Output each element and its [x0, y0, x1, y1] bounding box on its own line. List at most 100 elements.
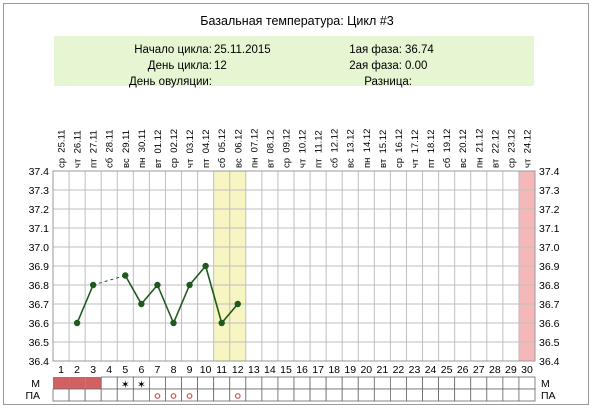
pa-cell: [518, 388, 536, 402]
m-cell: [470, 376, 488, 390]
series-segment: [93, 275, 126, 286]
data-point: [73, 319, 81, 327]
x-tick-label: 8: [171, 364, 177, 376]
date-label: сб 12.12: [330, 129, 341, 168]
y-tick-label-left: 36.9: [29, 261, 50, 273]
pa-cell: [148, 388, 166, 402]
date-label: чт 17.12: [410, 130, 421, 168]
data-point: [186, 281, 193, 289]
m-cell: [438, 376, 456, 390]
star-marker: ✶: [137, 379, 146, 391]
phase1-value: 36.74: [405, 44, 434, 56]
series-segment: [124, 275, 143, 305]
x-tick-label: 13: [248, 364, 260, 376]
phase2-value: 0.00: [405, 60, 428, 72]
series-segment: [76, 284, 94, 324]
y-tick-label-right: 36.7: [539, 299, 560, 311]
pa-cell: [389, 388, 407, 402]
y-tick-label-left: 37.3: [29, 185, 50, 197]
date-label: сб 05.12: [217, 129, 228, 168]
pa-cell: [100, 388, 118, 402]
m-cell: [406, 376, 423, 390]
y-tick-label-right: 36.6: [539, 318, 560, 330]
m-cell: [341, 376, 359, 390]
data-point: [218, 319, 225, 327]
x-tick-label: 17: [312, 364, 324, 376]
y-tick-label-right: 36.5: [539, 337, 560, 349]
data-point: [234, 300, 241, 308]
m-cell: [357, 376, 375, 390]
cycle-start-label: Начало цикла:: [134, 44, 212, 56]
date-label: вс 29.11: [121, 130, 132, 168]
x-tick-label: 24: [425, 364, 437, 376]
x-tick-label: 19: [344, 364, 356, 376]
date-label: вс 13.12: [346, 129, 357, 168]
pa-cell: [486, 388, 504, 402]
x-tick-label: 16: [296, 364, 308, 376]
date-label: пт 18.12: [426, 129, 437, 168]
m-cell: [293, 376, 311, 390]
date-label: вт 15.12: [378, 130, 389, 168]
star-marker: ✶: [121, 379, 130, 391]
y-tick-label-right: 37.3: [539, 185, 560, 197]
m-cell: [518, 376, 536, 390]
m-cell: [309, 376, 327, 390]
phase2-label: 2ая фаза:: [349, 60, 402, 72]
pa-cell: [84, 388, 102, 402]
data-point: [89, 281, 97, 289]
pa-cell: [373, 388, 391, 402]
date-label: вт 22.12: [490, 130, 501, 168]
x-tick-label: 12: [232, 364, 244, 376]
pa-cell: [213, 388, 231, 402]
pa-cell: [293, 388, 311, 402]
y-tick-label-left: 37.1: [29, 223, 50, 235]
y-tick-label-right: 37.1: [539, 223, 560, 235]
date-label: пн 14.12: [362, 129, 373, 168]
row-label-pa-right: ПА: [541, 390, 556, 402]
m-cell: [100, 376, 118, 390]
row-label-pa-left: ПА: [25, 390, 40, 402]
pa-cell: [68, 388, 86, 402]
pa-cell: [341, 388, 359, 402]
x-tick-label: 20: [360, 364, 372, 376]
circle-marker: [234, 393, 241, 399]
pa-cell: [438, 388, 456, 402]
m-cell: [53, 377, 70, 389]
data-point: [154, 281, 161, 289]
moon-icon: [473, 171, 481, 186]
x-tick-label: 3: [90, 364, 96, 376]
x-tick-label: 11: [216, 364, 227, 376]
circle-marker: [186, 393, 193, 399]
pa-cell: [52, 388, 70, 402]
m-cell: [486, 376, 504, 390]
cycle-start-value: 25.11.2015: [214, 44, 271, 56]
y-tick-label-left: 37.2: [29, 204, 50, 216]
date-label: сб 19.12: [442, 129, 453, 168]
m-cell: [245, 376, 263, 390]
date-label: пт 27.11: [89, 130, 100, 168]
cycle-day-value: 12: [214, 60, 227, 72]
series-segment: [140, 284, 159, 305]
info-panel: Начало цикла: 25.11.2015 День цикла: 12 …: [54, 36, 534, 88]
m-cell: [277, 376, 295, 390]
m-cell: [181, 376, 199, 390]
m-cell: [229, 376, 247, 390]
date-label: пн 30.11: [137, 129, 148, 168]
pa-cell: [422, 388, 439, 402]
y-tick-label-right: 37.4: [539, 166, 560, 178]
plot-border: [52, 170, 536, 362]
series-segment: [172, 284, 191, 324]
x-tick-label: 2: [74, 364, 80, 376]
date-label: ср 23.12: [506, 129, 517, 168]
date-label: чт 24.12: [522, 130, 533, 168]
m-cell: [213, 376, 231, 390]
date-label: вт 08.12: [265, 130, 276, 168]
series-segment: [204, 265, 223, 324]
pa-cell: [406, 388, 423, 402]
m-cell: [325, 376, 343, 390]
date-label: ср 02.12: [169, 129, 180, 168]
date-label: вт 01.12: [153, 130, 164, 168]
m-cell: [85, 377, 102, 389]
date-label: ср 25.11: [57, 130, 68, 168]
